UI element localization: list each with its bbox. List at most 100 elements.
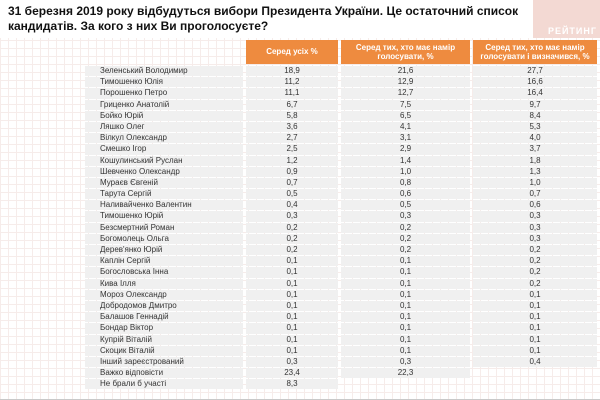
value-cell: 0,7 bbox=[473, 189, 597, 200]
value-cell: 0,2 bbox=[473, 256, 597, 267]
table-row: Балашов Геннадій 0,1 0,1 0,1 bbox=[85, 312, 597, 323]
value-cell: 2,9 bbox=[341, 144, 470, 155]
value-cell: 0,2 bbox=[246, 245, 338, 256]
table-row: Тимошенко Юрій 0,3 0,3 0,3 bbox=[85, 211, 597, 222]
value-cell: 3,7 bbox=[473, 144, 597, 155]
value-cell: 0,1 bbox=[246, 278, 338, 289]
table-row: Дерев'янко Юрій 0,2 0,2 0,2 bbox=[85, 245, 597, 256]
value-cell: 12,9 bbox=[341, 77, 470, 88]
value-cell: 2,7 bbox=[246, 133, 338, 144]
candidate-name: Богословська Інна bbox=[85, 267, 243, 278]
table-row: Тарута Сергій 0,5 0,6 0,7 bbox=[85, 189, 597, 200]
value-cell: 0,6 bbox=[473, 200, 597, 211]
table-row: Вілкул Олександр 2,7 3,1 4,0 bbox=[85, 133, 597, 144]
candidate-name: Ляшко Олег bbox=[85, 121, 243, 133]
value-cell: 1,2 bbox=[246, 155, 338, 166]
value-cell: 0,1 bbox=[341, 312, 470, 323]
table-row: Наливайченко Валентин 0,4 0,5 0,6 bbox=[85, 200, 597, 211]
rating-group-logo: РЕЙТИНГ bbox=[533, 0, 600, 38]
candidate-name: Смешко Ігор bbox=[85, 144, 243, 155]
value-cell: 0,1 bbox=[246, 312, 338, 323]
value-cell: 0,1 bbox=[473, 300, 597, 312]
candidate-name: Важко відповісти bbox=[85, 368, 243, 379]
candidate-name: Дерев'янко Юрій bbox=[85, 245, 243, 256]
value-cell: 0,6 bbox=[341, 189, 470, 200]
value-cell: 0,1 bbox=[246, 267, 338, 278]
table-row: Ляшко Олег 3,6 4,1 5,3 bbox=[85, 121, 597, 133]
value-cell: 0,2 bbox=[246, 233, 338, 244]
value-cell: 0,3 bbox=[246, 356, 338, 368]
value-cell: 9,7 bbox=[473, 99, 597, 110]
value-cell: 0,1 bbox=[341, 300, 470, 312]
candidate-name: Не брали б участі bbox=[85, 379, 243, 390]
value-cell: 0,1 bbox=[341, 289, 470, 300]
value-cell: 4,1 bbox=[341, 121, 470, 133]
table-body: Зеленський Володимир 18,9 21,6 27,7 Тимошенк… bbox=[85, 66, 597, 390]
value-cell: 0,1 bbox=[473, 312, 597, 323]
value-cell: 0,2 bbox=[473, 278, 597, 289]
candidate-name: Тимошенко Юлія bbox=[85, 77, 243, 88]
value-cell bbox=[341, 379, 470, 389]
poll-results-table: Серед усіх % Серед тих, хто має намір го… bbox=[85, 40, 597, 390]
value-cell: 0,1 bbox=[341, 256, 470, 267]
header-col-among-all: Серед усіх % bbox=[246, 40, 338, 64]
table-row: Інший зареєстрований 0,3 0,3 0,4 bbox=[85, 356, 597, 368]
rating-logo-text: РЕЙТИНГ bbox=[547, 26, 597, 36]
table-row: Тимошенко Юлія 11,2 12,9 16,6 bbox=[85, 77, 597, 88]
table-row: Мураєв Євгеній 0,7 0,8 1,0 bbox=[85, 177, 597, 189]
value-cell: 21,6 bbox=[341, 66, 470, 77]
candidate-name: Гриценко Анатолій bbox=[85, 99, 243, 110]
table-row: Богомолець Ольга 0,2 0,2 0,3 bbox=[85, 233, 597, 244]
candidate-name: Купрій Віталій bbox=[85, 334, 243, 345]
value-cell: 6,7 bbox=[246, 99, 338, 110]
table-row: Бондар Віктор 0,1 0,1 0,1 bbox=[85, 323, 597, 334]
value-cell: 0,1 bbox=[341, 278, 470, 289]
value-cell: 0,1 bbox=[341, 267, 470, 278]
value-cell: 5,8 bbox=[246, 110, 338, 121]
value-cell: 0,1 bbox=[246, 345, 338, 356]
value-cell: 0,1 bbox=[246, 300, 338, 312]
candidate-name: Добродомов Дмитро bbox=[85, 300, 243, 312]
table-row: Важко відповісти 23,4 22,3 bbox=[85, 368, 597, 379]
table-header: Серед усіх % Серед тих, хто має намір го… bbox=[85, 40, 597, 64]
candidate-name: Кошулинський Руслан bbox=[85, 155, 243, 166]
value-cell: 27,7 bbox=[473, 66, 597, 77]
candidate-name: Мороз Олександр bbox=[85, 289, 243, 300]
value-cell: 6,5 bbox=[341, 110, 470, 121]
table-row: Безсмертний Роман 0,2 0,2 0,3 bbox=[85, 222, 597, 233]
candidate-name: Бондар Віктор bbox=[85, 323, 243, 334]
table-row: Порошенко Петро 11,1 12,7 16,4 bbox=[85, 88, 597, 99]
value-cell: 0,1 bbox=[473, 334, 597, 345]
header-col-intend-to-vote: Серед тих, хто має намір голосувати, % bbox=[341, 40, 470, 64]
candidate-name: Балашов Геннадій bbox=[85, 312, 243, 323]
value-cell: 0,2 bbox=[341, 233, 470, 244]
value-cell: 0,3 bbox=[473, 233, 597, 244]
value-cell: 0,8 bbox=[341, 177, 470, 189]
value-cell: 0,3 bbox=[473, 222, 597, 233]
value-cell: 2,5 bbox=[246, 144, 338, 155]
table-row: Скоцик Віталій 0,1 0,1 0,1 bbox=[85, 345, 597, 356]
value-cell: 0,1 bbox=[246, 289, 338, 300]
value-cell: 0,1 bbox=[341, 345, 470, 356]
value-cell: 0,2 bbox=[341, 222, 470, 233]
page-title: 31 березня 2019 року відбудуться вибори … bbox=[8, 4, 533, 34]
candidate-name: Тарута Сергій bbox=[85, 189, 243, 200]
value-cell: 0,1 bbox=[246, 256, 338, 267]
title-line-2: кандидатів. За кого з них Ви проголосуєт… bbox=[8, 19, 269, 33]
value-cell: 7,5 bbox=[341, 99, 470, 110]
value-cell: 0,5 bbox=[341, 200, 470, 211]
value-cell: 0,3 bbox=[246, 211, 338, 222]
candidate-name: Зеленський Володимир bbox=[85, 66, 243, 77]
value-cell: 0,5 bbox=[246, 189, 338, 200]
value-cell: 0,2 bbox=[341, 245, 470, 256]
value-cell: 0,2 bbox=[473, 245, 597, 256]
table-row: Мороз Олександр 0,1 0,1 0,1 bbox=[85, 289, 597, 300]
value-cell: 1,4 bbox=[341, 155, 470, 166]
table-row: Купрій Віталій 0,1 0,1 0,1 bbox=[85, 334, 597, 345]
candidate-name: Скоцик Віталій bbox=[85, 345, 243, 356]
value-cell: 0,1 bbox=[341, 323, 470, 334]
header-spacer bbox=[85, 40, 243, 64]
value-cell: 1,3 bbox=[473, 166, 597, 177]
table-row: Каплін Сергій 0,1 0,1 0,2 bbox=[85, 256, 597, 267]
table-row: Гриценко Анатолій 6,7 7,5 9,7 bbox=[85, 99, 597, 110]
